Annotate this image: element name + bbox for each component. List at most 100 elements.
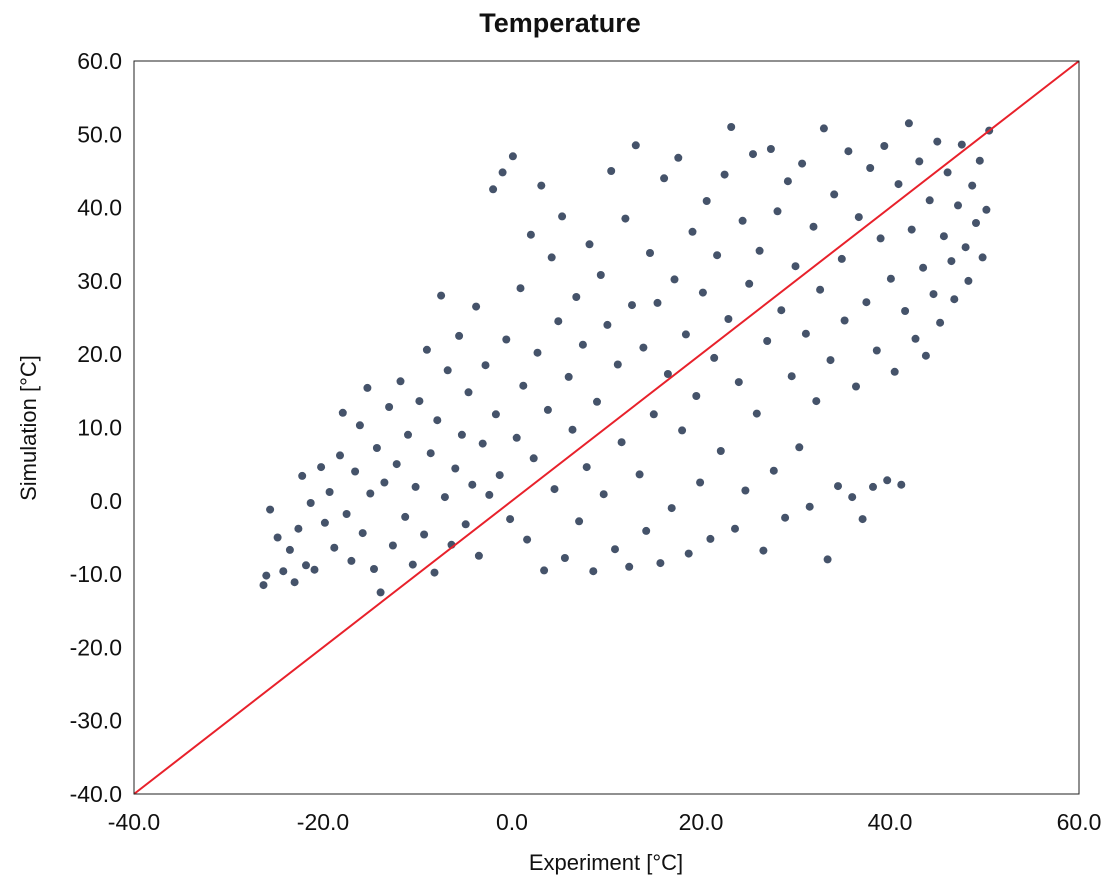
data-point [713, 251, 722, 260]
data-point [443, 366, 452, 375]
data-point [716, 447, 725, 455]
data-point [376, 588, 385, 597]
data-point [351, 467, 360, 476]
data-point [489, 185, 498, 194]
data-point [894, 180, 903, 189]
data-point [795, 443, 804, 452]
data-point [731, 524, 739, 533]
data-point [809, 222, 818, 231]
data-point [649, 410, 658, 419]
data-point [692, 392, 701, 400]
data-point [401, 512, 410, 521]
data-point [617, 438, 626, 447]
data-point [837, 254, 846, 263]
data-point [674, 153, 683, 162]
chart-title: Temperature [479, 8, 641, 38]
data-point [461, 520, 470, 529]
data-point [734, 378, 743, 387]
data-point [957, 140, 966, 149]
data-point [537, 181, 546, 190]
data-point [759, 546, 768, 555]
x-tick-label: -40.0 [108, 809, 160, 835]
data-point [901, 307, 910, 315]
data-point [947, 257, 956, 266]
y-tick-label: 20.0 [77, 341, 122, 367]
data-point [558, 212, 567, 221]
reference-line-layer [133, 60, 1080, 795]
data-point [681, 330, 690, 339]
data-point [404, 430, 412, 439]
data-point [491, 410, 500, 419]
data-point [678, 426, 687, 435]
data-point [769, 466, 778, 475]
data-point [589, 567, 598, 576]
y-tick-label: 10.0 [77, 415, 122, 441]
data-point [752, 409, 761, 418]
data-point [929, 290, 938, 299]
y-tick-label: 40.0 [77, 195, 122, 221]
data-point [575, 517, 584, 526]
data-point [478, 439, 487, 448]
data-point [943, 168, 952, 177]
data-point [724, 315, 733, 323]
data-point [625, 562, 634, 571]
data-point [660, 174, 669, 183]
x-tick-label: 60.0 [1057, 809, 1102, 835]
data-point [656, 559, 665, 568]
data-point [506, 515, 515, 524]
y-tick-label: 30.0 [77, 268, 122, 294]
y-tick-label: -20.0 [70, 634, 122, 660]
data-point [388, 541, 397, 550]
data-point [834, 482, 842, 491]
data-point [472, 302, 481, 311]
data-point [653, 298, 662, 307]
data-point [670, 275, 679, 284]
data-point [298, 471, 307, 480]
data-point [550, 485, 559, 494]
data-point [925, 196, 934, 205]
data-point [897, 480, 906, 489]
y-tick-label: -10.0 [70, 561, 122, 587]
data-point [516, 284, 525, 293]
data-point [702, 197, 711, 205]
data-point [801, 329, 810, 338]
data-point [372, 444, 381, 452]
data-point [498, 168, 507, 177]
data-point [355, 421, 364, 430]
data-point [464, 388, 473, 397]
x-tick-label: -20.0 [297, 809, 349, 835]
data-point [582, 463, 591, 472]
data-point [755, 246, 764, 255]
data-point [919, 263, 928, 272]
data-point [568, 425, 577, 434]
data-point [872, 346, 881, 355]
y-tick-label: -40.0 [70, 781, 122, 807]
data-point [613, 360, 622, 369]
data-point [939, 232, 948, 241]
data-point [933, 137, 942, 146]
data-point [502, 335, 511, 344]
data-point [738, 216, 747, 225]
data-point [290, 578, 299, 587]
data-point [911, 334, 920, 343]
data-point [411, 482, 420, 491]
data-point [317, 463, 326, 472]
data-point [805, 502, 814, 511]
data-point [540, 566, 549, 575]
data-point [572, 293, 581, 301]
data-point [422, 345, 431, 354]
data-point [259, 581, 268, 590]
data-point [457, 430, 466, 439]
data-point [798, 159, 807, 168]
data-point [385, 403, 394, 411]
data-point [266, 505, 275, 514]
data-point [306, 499, 315, 507]
data-point [886, 274, 895, 283]
data-point [336, 451, 344, 460]
y-axis-label: Simulation [°C] [16, 355, 41, 501]
data-point [451, 464, 460, 473]
data-point [696, 478, 705, 487]
data-point [823, 555, 832, 564]
data-point [720, 170, 729, 179]
data-point [512, 433, 521, 442]
